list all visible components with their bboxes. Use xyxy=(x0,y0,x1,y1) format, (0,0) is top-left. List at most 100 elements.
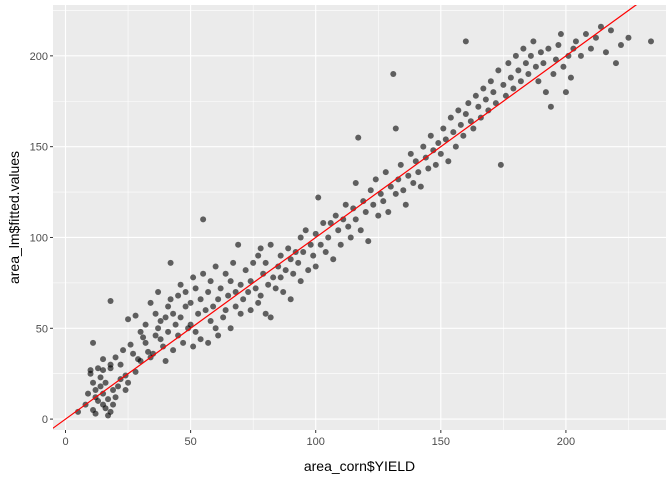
data-point xyxy=(162,314,169,321)
data-point xyxy=(492,100,499,107)
data-point xyxy=(592,34,599,41)
data-point xyxy=(342,201,349,208)
data-point xyxy=(277,252,284,259)
data-point xyxy=(417,183,424,190)
data-point xyxy=(232,303,239,310)
y-tick-label: 200 xyxy=(30,51,48,63)
data-point xyxy=(100,390,107,397)
data-point xyxy=(352,216,359,223)
data-point xyxy=(112,394,119,401)
data-point xyxy=(162,357,169,364)
data-point xyxy=(117,361,124,368)
data-point xyxy=(512,52,519,59)
data-point xyxy=(412,158,419,165)
data-point xyxy=(497,161,504,168)
data-point xyxy=(110,401,117,408)
data-point xyxy=(192,285,199,292)
identity-line xyxy=(53,5,637,429)
data-point xyxy=(395,176,402,183)
data-point xyxy=(170,310,177,317)
data-point xyxy=(357,227,364,234)
data-point xyxy=(587,45,594,52)
data-point xyxy=(102,405,109,412)
data-point xyxy=(242,267,249,274)
grid-major xyxy=(53,5,666,430)
data-point xyxy=(277,274,284,281)
data-point xyxy=(265,281,272,288)
data-point xyxy=(462,110,469,117)
data-point xyxy=(520,45,527,52)
data-point xyxy=(432,161,439,168)
data-point xyxy=(460,132,467,139)
data-point xyxy=(325,234,332,241)
data-point xyxy=(132,312,139,319)
data-point xyxy=(577,52,584,59)
data-point xyxy=(232,288,239,295)
data-point xyxy=(530,38,537,45)
data-point xyxy=(537,49,544,56)
data-point xyxy=(247,278,254,285)
data-point xyxy=(397,161,404,168)
data-point xyxy=(127,341,134,348)
data-point xyxy=(380,198,387,205)
data-point xyxy=(527,52,534,59)
data-point xyxy=(562,89,569,96)
data-point xyxy=(475,103,482,110)
data-point xyxy=(262,310,269,317)
data-point xyxy=(147,299,154,306)
data-point xyxy=(452,143,459,150)
data-point xyxy=(192,328,199,335)
data-point xyxy=(270,274,277,281)
x-tick-label: 0 xyxy=(62,436,68,448)
data-point xyxy=(182,288,189,295)
data-point xyxy=(217,285,224,292)
data-point xyxy=(285,245,292,252)
data-point xyxy=(227,325,234,332)
data-point xyxy=(107,408,114,415)
data-point xyxy=(392,190,399,197)
data-point xyxy=(367,187,374,194)
data-point xyxy=(132,368,139,375)
data-point xyxy=(92,387,99,394)
data-point xyxy=(502,92,509,99)
data-point xyxy=(102,379,109,386)
data-point xyxy=(130,350,137,357)
data-point xyxy=(442,136,449,143)
data-point xyxy=(410,179,417,186)
data-point xyxy=(490,89,497,96)
data-point xyxy=(290,270,297,277)
data-point xyxy=(327,219,334,226)
data-point xyxy=(205,288,212,295)
data-point xyxy=(165,328,172,335)
data-point xyxy=(150,350,157,357)
data-point xyxy=(542,89,549,96)
data-point xyxy=(310,252,317,259)
data-point xyxy=(322,249,329,256)
data-point xyxy=(255,299,262,306)
data-point xyxy=(175,332,182,339)
data-point xyxy=(210,303,217,310)
data-point xyxy=(302,227,309,234)
data-point xyxy=(607,27,614,34)
data-point xyxy=(295,259,302,266)
data-point xyxy=(382,169,389,176)
data-point xyxy=(320,219,327,226)
data-point xyxy=(532,63,539,70)
data-point xyxy=(420,143,427,150)
x-axis-title: area_corn$YIELD xyxy=(304,458,415,474)
data-point xyxy=(100,367,107,374)
data-point xyxy=(407,150,414,157)
data-point xyxy=(480,85,487,92)
data-point xyxy=(517,78,524,85)
data-point xyxy=(205,339,212,346)
data-point xyxy=(110,387,117,394)
data-point xyxy=(465,100,472,107)
data-point xyxy=(120,347,127,354)
data-point xyxy=(252,285,259,292)
data-point xyxy=(555,41,562,48)
data-point xyxy=(237,281,244,288)
data-point xyxy=(470,125,477,132)
data-point xyxy=(297,278,304,285)
data-point xyxy=(267,241,274,248)
